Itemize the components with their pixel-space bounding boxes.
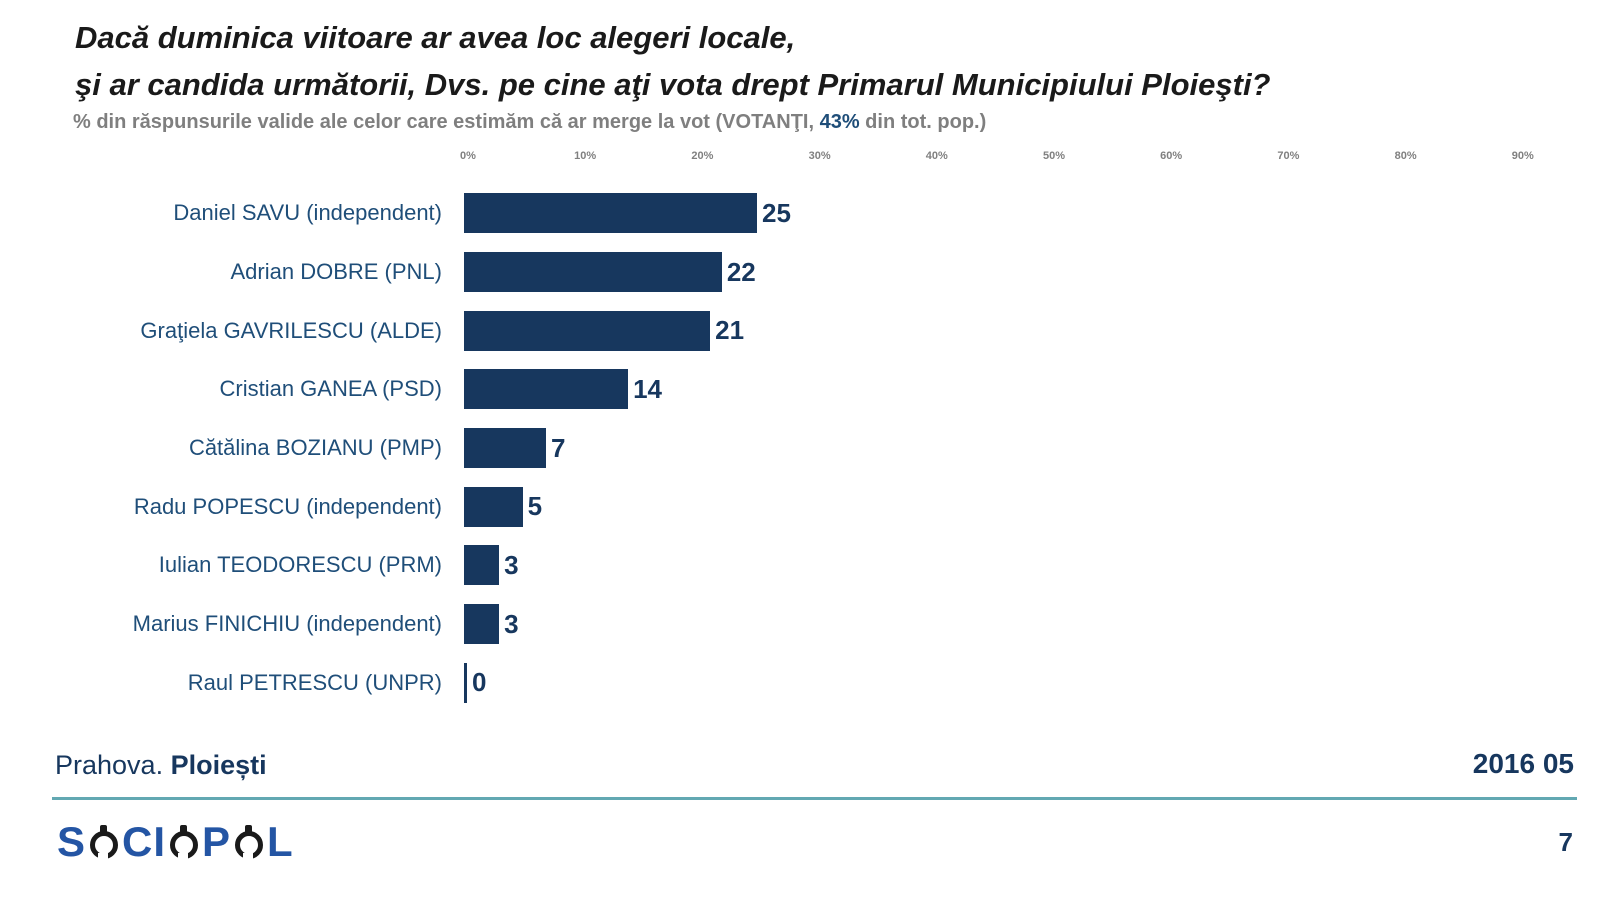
bar-value: 22 [726,256,756,287]
x-axis-tick: 30% [808,150,831,162]
bar-row: Raul PETRESCU (UNPR) 0 [0,654,1600,713]
subtitle-prefix: % din răspunsurile valide ale celor care… [73,111,820,133]
x-axis-tick: 90% [1511,150,1534,162]
bar-row: Cristian GANEA (PSD) 14 [0,360,1600,419]
bar [464,662,467,703]
x-axis: 0% 10% 20% 30% 40% 50% 60% 70% 80% 90% [0,150,1600,166]
bar-value: 3 [504,549,519,580]
bar-row: Cătălina BOZIANU (PMP) 7 [0,419,1600,478]
candidate-label: Raul PETRESCU (UNPR) [187,669,442,695]
candidate-label: Graţiela GAVRILESCU (ALDE) [140,317,442,343]
logo-letter-o-icon [234,825,264,860]
candidate-label: Cristian GANEA (PSD) [219,376,443,402]
subtitle-suffix: din tot. pop.) [859,111,987,133]
logo-letter: C [122,818,154,865]
candidate-label: Adrian DOBRE (PNL) [230,259,442,285]
candidate-label: Radu POPESCU (independent) [133,493,442,519]
x-axis-tick: 80% [1394,150,1417,162]
logo-letter: S [57,818,87,865]
logo-letter: I [153,818,167,865]
x-axis-tick: 70% [1277,150,1300,162]
candidate-label: Cătălina BOZIANU (PMP) [188,435,442,461]
bar-row: Marius FINICHIU (independent) 3 [0,595,1600,654]
footer-date: 2016 05 [1472,748,1574,779]
x-axis-tick: 20% [691,150,714,162]
bar-value: 25 [762,197,791,228]
chart-title-line2: şi ar candida următorii, Dvs. pe cine aţ… [75,67,1271,102]
bar [464,428,547,469]
page-number: 7 [1558,827,1573,857]
bar-row: Graţiela GAVRILESCU (ALDE) 21 [0,301,1600,360]
subtitle-voter-percentage: 43% [819,111,860,133]
bar-value: 21 [715,315,745,346]
bar [464,310,711,351]
bar-row: Radu POPESCU (independent) 5 [0,477,1600,536]
x-axis-tick: 60% [1160,150,1183,162]
bar [464,193,757,234]
logo-letter-o-icon [89,825,119,860]
x-axis-tick: 10% [574,150,597,162]
footer-location: Prahova. Ploiești [55,750,267,781]
candidate-label: Daniel SAVU (independent) [173,200,442,226]
bar-row: Iulian TEODORESCU (PRM) 3 [0,536,1600,595]
bar-row: Adrian DOBRE (PNL) 22 [0,243,1600,302]
footer-region: Prahova. [55,750,171,780]
bar-value: 5 [527,491,543,522]
bar-row: Daniel SAVU (independent) 25 [0,184,1600,243]
footer-city: Ploiești [170,750,267,780]
x-axis-tick: 40% [925,150,948,162]
x-axis-tick: 0% [460,150,476,162]
bar-value: 14 [633,373,662,404]
logo-letter: L [267,818,294,865]
candidate-label: Iulian TEODORESCU (PRM) [158,552,442,578]
chart-subtitle: % din răspunsurile valide ale celor care… [73,111,986,134]
bar [464,369,629,410]
bar [464,604,500,645]
bar [464,252,722,293]
bar [464,486,523,527]
bar-value: 3 [504,608,519,639]
footer-divider-line [52,797,1577,800]
logo-letter-o-icon [169,825,199,860]
bar-chart: Daniel SAVU (independent) 25 Adrian DOBRE … [0,184,1600,712]
chart-title-line1: Dacă duminica viitoare ar avea loc alege… [75,20,796,55]
bar-value: 0 [472,667,487,698]
chart-title: Dacă duminica viitoare ar avea loc alege… [75,14,1271,108]
logo-letter: P [202,818,232,865]
bar [464,545,500,586]
bar-value: 7 [551,432,566,463]
x-axis-tick: 50% [1042,150,1066,162]
candidate-label: Marius FINICHIU (independent) [132,611,442,637]
